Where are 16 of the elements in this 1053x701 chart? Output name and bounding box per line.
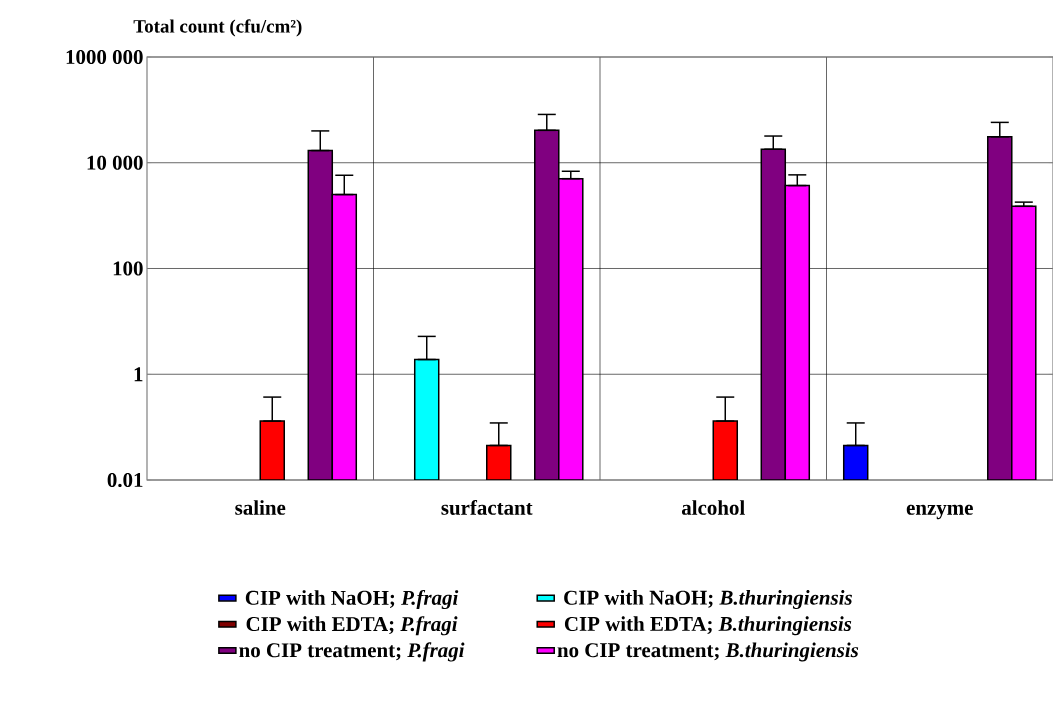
x-tick-label: surfactant	[441, 499, 533, 515]
y-tick-label: 100	[113, 261, 143, 276]
y-tick-label: 1	[134, 367, 143, 382]
legend-label: CIP with NaOH; P.fragi	[245, 589, 459, 610]
y-axis-title: Total count (cfu/cm²)	[133, 19, 302, 37]
legend-label: CIP with EDTA; P.fragi	[246, 616, 458, 636]
x-tick-label: enzyme	[906, 504, 973, 520]
legend-label: CIP with NaOH; B.thuringiensis	[564, 590, 852, 610]
legend-label: no CIP treatment; P.fragi	[239, 642, 465, 662]
y-tick-label: 1000 000	[66, 49, 143, 65]
y-tick-label: 10 000	[87, 155, 143, 170]
x-tick-label: saline	[235, 500, 286, 515]
legend-label: CIP with EDTA; B.thuringiensis	[564, 616, 852, 636]
legend-label: no CIP treatment; B.thuringiensis	[557, 642, 859, 662]
y-tick-label: 0.01	[107, 472, 143, 488]
x-tick-label: alcohol	[681, 500, 745, 515]
